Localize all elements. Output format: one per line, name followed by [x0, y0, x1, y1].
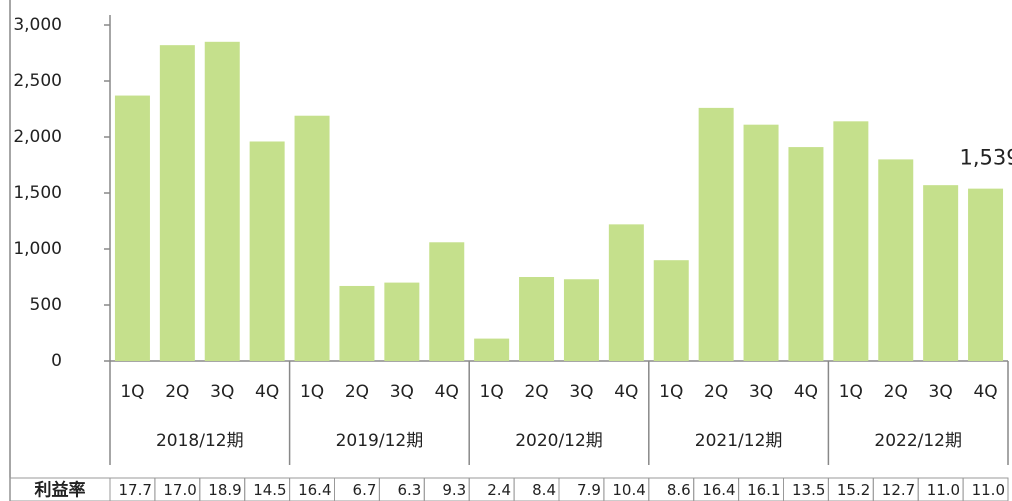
- bar: [968, 188, 1004, 361]
- bar: [429, 242, 465, 361]
- x-tick-label: 3Q: [210, 382, 234, 402]
- table-cell-text: 8.4: [532, 481, 556, 499]
- x-tick-label: 1Q: [300, 382, 324, 402]
- x-tick-label: 2Q: [884, 382, 908, 402]
- bar: [563, 279, 599, 361]
- table-cell-text: 14.5: [253, 481, 286, 499]
- table-cell-text: 18.9: [208, 481, 241, 499]
- y-tick-label: 0: [51, 351, 62, 371]
- table-cell-text: 9.3: [442, 481, 466, 499]
- y-tick-label: 1,500: [13, 183, 62, 203]
- bar: [249, 141, 285, 361]
- table-cell-text: 10.4: [612, 481, 645, 499]
- table-cell-text: 6.7: [353, 481, 377, 499]
- y-tick-label: 1,000: [13, 239, 62, 259]
- y-tick-label: 2,000: [13, 127, 62, 147]
- bar: [474, 338, 510, 361]
- x-tick-label: 3Q: [749, 382, 773, 402]
- bar: [339, 285, 375, 361]
- table-cell-text: 15.2: [837, 481, 870, 499]
- bar: [788, 147, 824, 361]
- bar: [294, 115, 330, 361]
- x-tick-label: 4Q: [973, 382, 997, 402]
- y-tick-label: 3,000: [13, 15, 62, 35]
- x-tick-label: 4Q: [435, 382, 459, 402]
- x-tick-label: 2Q: [704, 382, 728, 402]
- table-cell-text: 2.4: [487, 481, 511, 499]
- bar: [833, 121, 869, 361]
- bar: [923, 185, 959, 361]
- table-cell-text: 12.7: [882, 481, 915, 499]
- bar: [878, 159, 914, 361]
- x-tick-label: 2Q: [524, 382, 548, 402]
- y-tick-label: 2,500: [13, 71, 62, 91]
- table-cell-text: 17.7: [118, 481, 151, 499]
- x-tick-label: 3Q: [569, 382, 593, 402]
- x-tick-label: 1Q: [659, 382, 683, 402]
- bar: [608, 224, 644, 361]
- bar: [159, 45, 195, 361]
- bar: [114, 95, 150, 361]
- x-tick-label: 2Q: [345, 382, 369, 402]
- table-cell-text: 16.1: [747, 481, 780, 499]
- x-tick-label: 2Q: [165, 382, 189, 402]
- table-cell-text: 16.4: [298, 481, 331, 499]
- bar: [519, 277, 555, 361]
- x-tick-label: 1Q: [120, 382, 144, 402]
- bar: [204, 41, 240, 362]
- bar: [698, 107, 734, 361]
- table-row-label: 利益率: [35, 480, 86, 501]
- group-label: 2022/12期: [874, 431, 962, 451]
- table-cell-text: 11.0: [972, 481, 1005, 499]
- data-label: 1,539: [959, 146, 1012, 170]
- table-cell-text: 17.0: [163, 481, 196, 499]
- group-label: 2021/12期: [695, 431, 783, 451]
- bar: [384, 282, 420, 361]
- x-tick-label: 4Q: [614, 382, 638, 402]
- table-cell-text: 8.6: [667, 481, 691, 499]
- bar: [743, 124, 779, 362]
- x-tick-label: 3Q: [929, 382, 953, 402]
- table-cell-text: 7.9: [577, 481, 601, 499]
- x-tick-label: 4Q: [794, 382, 818, 402]
- table-cell-text: 11.0: [927, 481, 960, 499]
- group-label: 2019/12期: [336, 431, 424, 451]
- table-cell-text: 6.3: [397, 481, 421, 499]
- group-label: 2020/12期: [515, 431, 603, 451]
- table-cell: [962, 477, 1009, 501]
- x-tick-label: 1Q: [839, 382, 863, 402]
- x-tick-label: 4Q: [255, 382, 279, 402]
- group-label: 2018/12期: [156, 431, 244, 451]
- x-tick-label: 1Q: [480, 382, 504, 402]
- table-cell-text: 16.4: [702, 481, 735, 499]
- y-tick-label: 500: [30, 295, 62, 315]
- x-tick-label: 3Q: [390, 382, 414, 402]
- bar: [653, 260, 689, 361]
- table-cell-text: 13.5: [792, 481, 825, 499]
